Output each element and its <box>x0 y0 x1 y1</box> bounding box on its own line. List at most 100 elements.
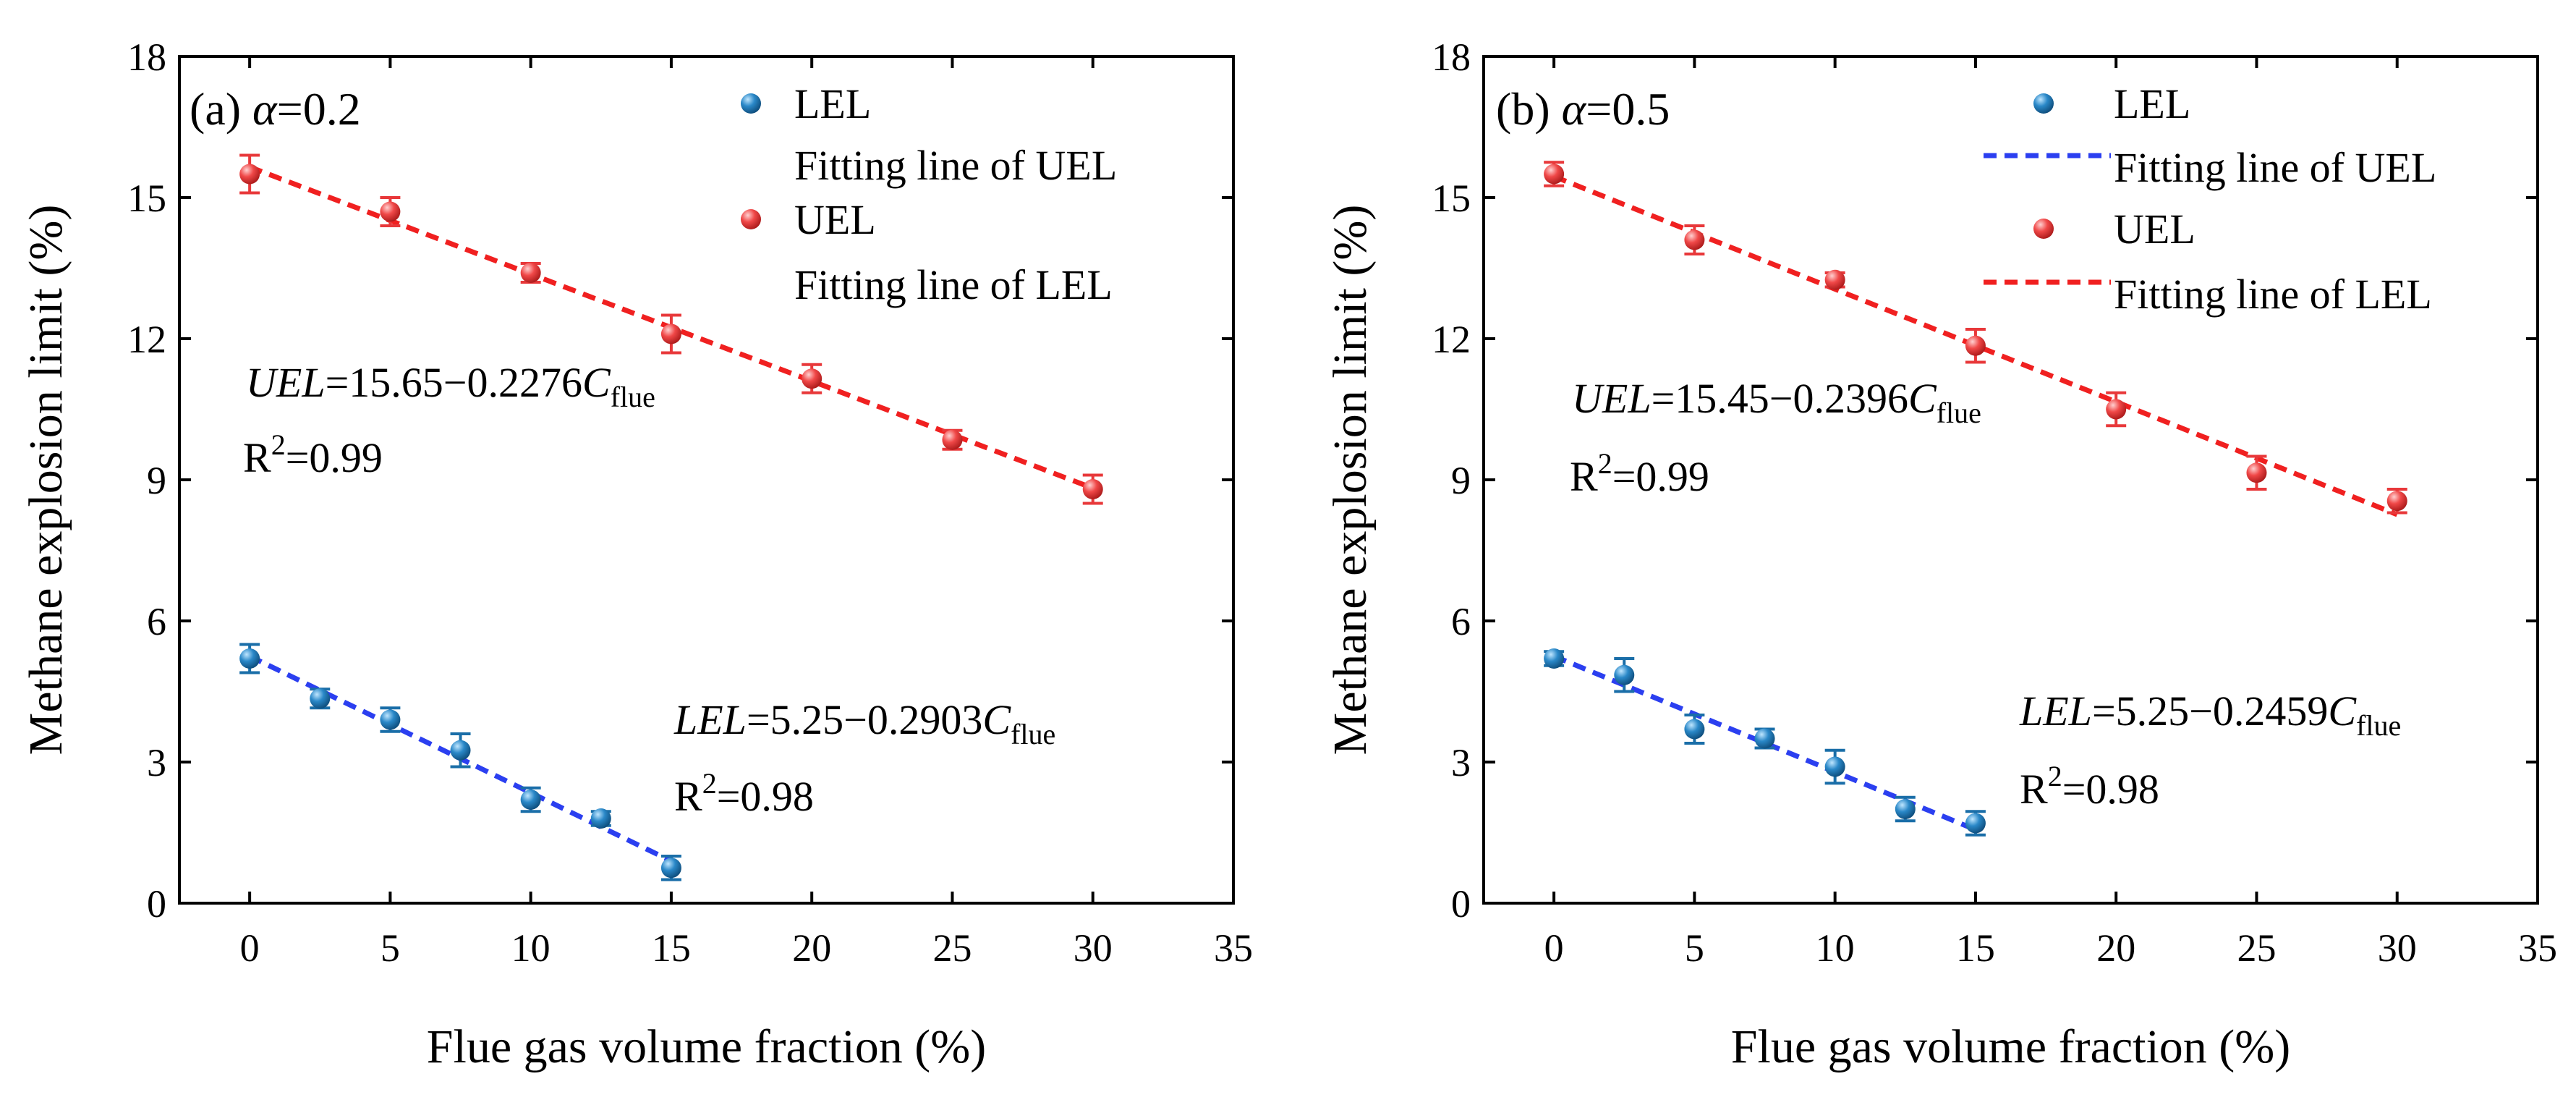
panel-b-uel-r: R <box>1570 453 1598 500</box>
panel-a-x-tick-label-0: 0 <box>240 926 260 970</box>
panel-a-uel-eq-sub: flue <box>611 381 655 413</box>
panel-b-y-tick-label-12: 12 <box>1432 318 1471 361</box>
panel-a-y-tick-label-3: 3 <box>147 741 166 784</box>
panel-b-x-tick-label-0: 0 <box>1544 926 1564 970</box>
panel-a-legend-label-1: Fitting line of UEL <box>794 142 1117 189</box>
panel-a-lel-eq-var: LEL <box>673 696 747 743</box>
panel-a-y-tick-label-9: 9 <box>147 459 166 502</box>
panel-b-lel-eq-body: =5.25−0.2459 <box>2092 688 2328 735</box>
panel-b-uel-eq-sub: flue <box>1937 397 1981 429</box>
panel-a-legend-label-2: UEL <box>794 196 876 243</box>
panel-b-legend-label-1: Fitting line of UEL <box>2114 144 2436 191</box>
panel-b-lel-r-sup: 2 <box>2048 760 2062 792</box>
panel-a-lel-eq-body: =5.25−0.2903 <box>747 696 982 743</box>
panel-a-x-tick-label-30: 30 <box>1074 926 1113 970</box>
panel-b-y-tick-label-9: 9 <box>1451 459 1471 502</box>
panel-a-y-tick-label-6: 6 <box>147 600 166 643</box>
panel-a-y-tick-label-18: 18 <box>127 35 166 79</box>
panel-b-uel-point-2 <box>1824 269 1845 290</box>
panel-a-uel-r-value: =0.99 <box>286 434 383 481</box>
panel-a-lel-r-value: =0.98 <box>717 773 814 820</box>
panel-b-panel-label-letter: (b) <box>1496 83 1562 135</box>
panel-b-lel-r-value: =0.98 <box>2062 766 2159 813</box>
panel-b-lel-eq-var: LEL <box>2019 688 2092 735</box>
panel-a-uel-r: R <box>243 434 271 481</box>
panel-a-legend-marker-2 <box>741 209 761 229</box>
panel-b-uel-point-6 <box>2386 491 2407 512</box>
panel-a-uel-point-2 <box>520 263 541 283</box>
panel-b-legend-marker-0 <box>2033 93 2054 114</box>
panel-a-x-tick-label-5: 5 <box>381 926 400 970</box>
panel-b-lel-point-3 <box>1754 728 1775 749</box>
panel-a-y-axis-title: Methane explosion limit (%) <box>20 205 72 756</box>
panel-b-lel-point-2 <box>1684 719 1705 740</box>
panel-a-lel-point-2 <box>380 709 401 730</box>
panel-b-uel-point-0 <box>1544 164 1565 185</box>
panel-b-legend-marker-2 <box>2033 219 2054 239</box>
panel-a-lel-point-3 <box>450 740 471 761</box>
panel-b-x-tick-label-5: 5 <box>1685 926 1704 970</box>
panel-b-lel-r-squared: R2=0.98 <box>2020 760 2159 813</box>
panel-b-x-tick-label-30: 30 <box>2378 926 2417 970</box>
panel-b-y-axis-title: Methane explosion limit (%) <box>1324 205 1377 756</box>
panel-b-x-tick-label-25: 25 <box>2237 926 2276 970</box>
panel-a-lel-point-6 <box>660 858 681 879</box>
panel-a-alpha-symbol: α <box>252 83 278 135</box>
panel-a-uel-point-0 <box>239 164 260 185</box>
panel-a-panel-label-letter: (a) <box>190 83 252 135</box>
panel-a-lel-point-1 <box>310 688 331 709</box>
panel-a-lel-r-sup: 2 <box>702 767 717 800</box>
panel-a-y-tick-label-12: 12 <box>127 318 166 361</box>
panel-a-legend-marker-0 <box>741 93 761 114</box>
panel-a-uel-point-6 <box>1082 479 1103 499</box>
panel-b-uel-point-3 <box>1965 335 1986 356</box>
panel-a-panel-label: (a) α=0.2 <box>190 83 361 135</box>
panel-b-lel-eq-sub: flue <box>2356 709 2401 742</box>
panel-b-lel-equation: LEL=5.25−0.2459Cflue <box>2019 688 2401 742</box>
panel-b-uel-point-1 <box>1684 229 1705 250</box>
panel-a-uel-point-1 <box>380 201 401 222</box>
panel-a-y-tick-label-0: 0 <box>147 882 166 926</box>
panel-a-uel-point-3 <box>660 323 681 344</box>
panel-b-x-axis-title: Flue gas volume fraction (%) <box>1731 1020 2290 1073</box>
panel-a-lel-r: R <box>674 773 702 820</box>
panel-a-lel-r-squared: R2=0.98 <box>674 767 814 820</box>
panel-b-legend-label-0: LEL <box>2114 80 2190 127</box>
panel-b-uel-eq-var: UEL <box>1572 375 1652 422</box>
panel-b-uel-equation: UEL=15.45−0.2396Cflue <box>1572 375 1981 429</box>
panel-b-uel-r-value: =0.99 <box>1612 453 1709 500</box>
panel-a-lel-point-4 <box>520 790 541 810</box>
panel-b-lel-point-5 <box>1895 799 1916 819</box>
panel-b-panel-label: (b) α=0.5 <box>1496 83 1670 135</box>
panel-a-x-tick-label-10: 10 <box>511 926 551 970</box>
panel-a-lel-eq-c: C <box>982 696 1011 743</box>
panel-b-x-tick-label-20: 20 <box>2096 926 2135 970</box>
panel-b-y-tick-label-6: 6 <box>1451 600 1471 643</box>
panel-a-lel-point-5 <box>590 808 611 829</box>
panel-b-x-tick-label-15: 15 <box>1956 926 1995 970</box>
panel-b-y-tick-label-3: 3 <box>1451 741 1471 784</box>
panel-a-lel-eq-sub: flue <box>1011 718 1055 750</box>
panel-a-uel-r-squared: R2=0.99 <box>243 428 383 481</box>
panel-a-alpha-value: =0.2 <box>277 83 361 135</box>
panel-b-legend-label-2: UEL <box>2114 206 2195 253</box>
panel-a-uel-r-sup: 2 <box>271 428 286 461</box>
panel-a-uel-equation: UEL=15.65−0.2276Cflue <box>246 359 655 413</box>
panel-a-uel-eq-var: UEL <box>246 359 326 406</box>
panel-b-x-tick-label-10: 10 <box>1816 926 1855 970</box>
panel-b: 0 5 10 15 20 25 30 35 0 3 6 9 12 15 18 Flue gas volume … <box>1324 35 2557 1073</box>
panel-b-uel-eq-body: =15.45−0.2396 <box>1652 375 1908 422</box>
panel-b-y-tick-label-18: 18 <box>1432 35 1471 79</box>
panel-b-x-tick-label-35: 35 <box>2518 926 2557 970</box>
panel-b-lel-r: R <box>2020 766 2048 813</box>
panel-a-x-tick-label-20: 20 <box>792 926 831 970</box>
panel-a-uel-eq-body: =15.65−0.2276 <box>326 359 582 406</box>
panel-b-uel-r-sup: 2 <box>1598 447 1612 480</box>
panel-b-lel-point-0 <box>1544 648 1565 669</box>
panel-a-uel-point-4 <box>802 368 822 389</box>
panel-b-alpha-value: =0.5 <box>1586 83 1670 135</box>
panel-a-x-tick-label-25: 25 <box>932 926 972 970</box>
panel-b-legend-label-3: Fitting line of LEL <box>2114 271 2432 318</box>
panel-b-uel-eq-c: C <box>1908 375 1937 422</box>
